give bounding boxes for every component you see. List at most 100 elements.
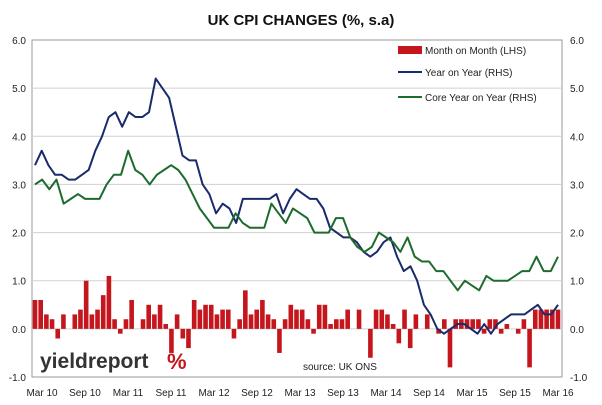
bar-month-on-month <box>356 309 362 329</box>
bar-month-on-month <box>89 314 95 329</box>
x-tick-label: Sep 10 <box>69 388 101 399</box>
bar-month-on-month <box>436 328 441 334</box>
bar-month-on-month <box>322 304 328 329</box>
bar-month-on-month <box>129 299 134 329</box>
plot-area: -1.0 0.0 1.0 2.0 3.0 4.0 5.0 6.0 -1.0 0.0 1.0 2.0 3… <box>9 36 588 399</box>
x-tick-label: Mar 14 <box>370 388 402 399</box>
bar-month-on-month <box>311 328 316 334</box>
x-tick-label: Sep 12 <box>241 388 273 399</box>
right-y-tick-label: -1.0 <box>570 373 588 384</box>
bar-month-on-month <box>345 309 350 329</box>
bar-month-on-month <box>282 319 288 329</box>
bar-month-on-month <box>208 304 214 329</box>
legend-swatch-month-on-month <box>398 46 422 54</box>
bar-month-on-month <box>339 319 345 329</box>
bar-month-on-month <box>123 319 129 329</box>
bar-month-on-month <box>515 328 521 334</box>
x-tick-label: Sep 15 <box>499 388 531 399</box>
bar-month-on-month <box>413 314 419 329</box>
bar-month-on-month <box>328 324 333 329</box>
bar-month-on-month <box>544 309 549 329</box>
bar-month-on-month <box>550 309 555 329</box>
left-y-tick-label: 0.0 <box>12 325 26 336</box>
left-y-tick-label: 1.0 <box>12 277 26 288</box>
right-y-tick-label: 0.0 <box>570 325 584 336</box>
bar-month-on-month <box>254 309 260 329</box>
x-tick-label: Mar 13 <box>284 388 316 399</box>
bar-month-on-month <box>117 328 123 334</box>
bar-month-on-month <box>373 309 379 329</box>
bar-month-on-month <box>299 309 305 329</box>
brand-percent-symbol: % <box>167 349 187 374</box>
left-y-tick-label: 3.0 <box>12 180 26 191</box>
bar-month-on-month <box>220 309 225 329</box>
bar-month-on-month <box>390 324 396 329</box>
left-y-tick-label: 6.0 <box>12 36 26 47</box>
bar-month-on-month <box>225 309 231 329</box>
bar-month-on-month <box>498 328 504 334</box>
bar-month-on-month <box>481 328 487 334</box>
bar-month-on-month <box>470 319 476 329</box>
legend: Month on Month (LHS) Year on Year (RHS) … <box>398 46 537 104</box>
bar-month-on-month <box>248 314 254 329</box>
bar-month-on-month <box>174 314 180 329</box>
bar-month-on-month <box>55 328 61 339</box>
bar-month-on-month <box>231 328 237 339</box>
bar-month-on-month <box>555 309 561 329</box>
bar-month-on-month <box>146 304 151 329</box>
bar-month-on-month <box>453 319 458 329</box>
bar-month-on-month <box>32 299 38 329</box>
bar-month-on-month <box>191 299 197 329</box>
x-axis: Mar 10 Sep 10 Mar 11 Sep 11 Mar 12 Sep 12 Mar … <box>26 388 574 399</box>
bar-month-on-month <box>260 299 265 329</box>
bar-month-on-month <box>157 304 163 329</box>
bar-month-on-month <box>333 319 339 329</box>
left-y-tick-label: 2.0 <box>12 229 26 240</box>
bar-month-on-month <box>180 328 186 339</box>
right-y-tick-label: 3.0 <box>570 180 584 191</box>
bar-month-on-month <box>527 328 532 368</box>
legend-label-month-on-month: Month on Month (LHS) <box>425 46 526 57</box>
bar-month-on-month <box>112 319 117 329</box>
bar-month-on-month <box>476 319 481 329</box>
bar-month-on-month <box>288 304 294 329</box>
bar-month-on-month <box>487 319 493 329</box>
right-y-axis: -1.0 0.0 1.0 2.0 3.0 4.0 5.0 6.0 <box>570 36 588 384</box>
bar-month-on-month <box>72 314 78 329</box>
right-y-tick-label: 2.0 <box>570 229 584 240</box>
bar-month-on-month <box>214 314 220 329</box>
line-core-year-on-year <box>34 149 559 292</box>
x-tick-label: Mar 12 <box>198 388 230 399</box>
legend-label-core-year-on-year: Core Year on Year (RHS) <box>425 93 537 104</box>
bars-month-on-month <box>32 275 561 368</box>
bar-month-on-month <box>368 328 373 358</box>
right-y-tick-label: 4.0 <box>570 132 584 143</box>
bar-month-on-month <box>294 309 299 329</box>
bar-month-on-month <box>532 309 538 329</box>
bar-month-on-month <box>237 319 242 329</box>
bar-month-on-month <box>38 299 43 329</box>
bar-month-on-month <box>95 309 100 329</box>
bar-month-on-month <box>243 290 248 329</box>
bar-month-on-month <box>265 314 271 329</box>
bar-month-on-month <box>442 319 447 329</box>
right-y-tick-label: 5.0 <box>570 84 584 95</box>
bar-month-on-month <box>447 328 453 368</box>
x-tick-label: Mar 16 <box>542 388 574 399</box>
bar-month-on-month <box>100 295 106 329</box>
plot-frame <box>31 39 563 378</box>
bar-month-on-month <box>61 314 66 329</box>
x-tick-label: Sep 13 <box>327 388 359 399</box>
bar-month-on-month <box>538 309 544 329</box>
x-tick-label: Mar 15 <box>456 388 488 399</box>
bar-month-on-month <box>44 314 49 329</box>
source-note: source: UK ONS <box>303 362 377 373</box>
left-y-axis: -1.0 0.0 1.0 2.0 3.0 4.0 5.0 6.0 <box>9 36 27 384</box>
legend-label-year-on-year: Year on Year (RHS) <box>425 68 512 79</box>
bar-month-on-month <box>385 314 390 329</box>
bar-month-on-month <box>493 319 498 329</box>
x-tick-label: Mar 11 <box>113 388 144 399</box>
series-line-core-year-on-year <box>34 149 559 292</box>
x-tick-label: Mar 10 <box>26 388 58 399</box>
